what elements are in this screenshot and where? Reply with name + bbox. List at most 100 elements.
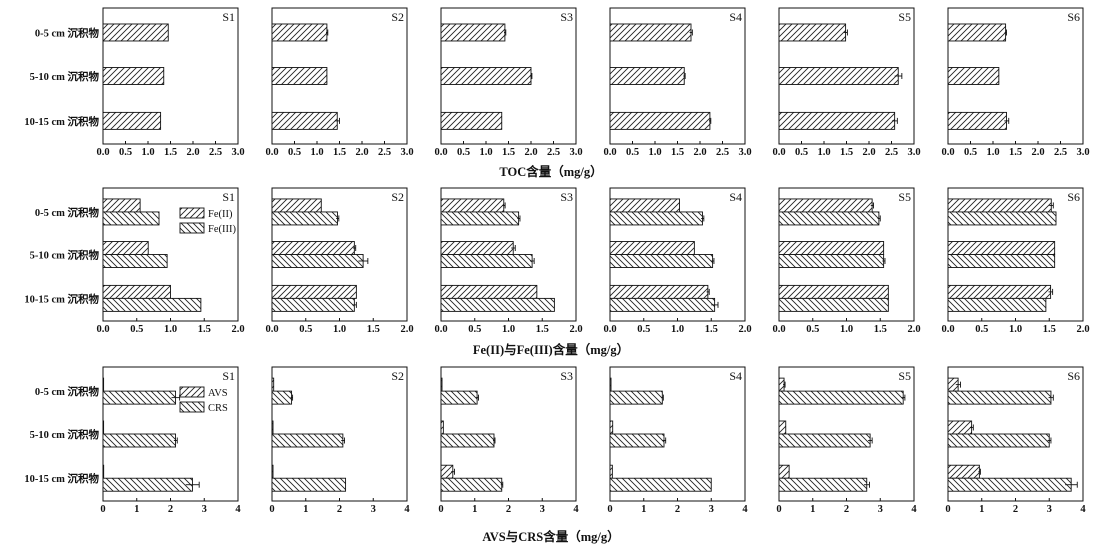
x-tick-label: 1.0 (648, 147, 661, 158)
category-label: 0-5 cm 沉积物 (35, 206, 100, 219)
panel-label: S6 (1067, 10, 1080, 24)
bar (440, 241, 514, 255)
bar (947, 477, 1072, 492)
chart-row-1: 0-5 cm 沉积物 5-10 cm 沉积物 10-15 cm 沉积物 S1 0.0 0.… (24, 7, 1090, 179)
bar (947, 241, 1056, 255)
legend: Fe(II) Fe(III) (179, 207, 236, 235)
x-tick-label: 3 (878, 504, 883, 515)
bar (271, 377, 275, 392)
bar (440, 254, 533, 268)
chart-row-3: 0-5 cm 沉积物 5-10 cm 沉积物 10-15 cm 沉积物 S1 0 1 2 3 4… (24, 366, 1086, 544)
bar (440, 297, 555, 312)
legend-swatch (179, 401, 205, 413)
bar (778, 254, 885, 268)
x-tick-label: 0.5 (130, 324, 143, 335)
x-tick-label: 0.0 (434, 324, 447, 335)
legend: AVS CRS (179, 386, 228, 414)
bar (102, 198, 141, 213)
x-tick-label: 3.0 (1076, 147, 1089, 158)
category-label: 5-10 cm 沉积物 (30, 249, 100, 262)
panel-s2: S2 0 1 2 3 4 (269, 366, 410, 515)
panel-label: S1 (222, 369, 235, 383)
bar (102, 284, 171, 299)
x-tick-label: 1.5 (840, 147, 853, 158)
panel-s5: S5 0.0 0.5 1.0 1.5 2.0 2.5 3.0 (772, 7, 921, 158)
x-tick-label: 2.0 (524, 147, 537, 158)
x-tick-label: 0.5 (975, 324, 988, 335)
x-tick-label: 1.0 (840, 324, 853, 335)
x-tick-label: 3.0 (738, 147, 751, 158)
x-tick-label: 2.0 (569, 324, 582, 335)
x-tick-label: 1.0 (310, 147, 323, 158)
panel-s1: S1 0 1 2 3 4 AVS CRS (100, 366, 241, 515)
bar (609, 198, 680, 213)
x-tick-label: 2 (337, 504, 342, 515)
panel-label: S6 (1067, 190, 1080, 204)
bar (440, 477, 503, 492)
panel-s6: S6 0.0 0.5 1.0 1.5 2.0 (941, 187, 1090, 335)
panel-s6: S6 0.0 0.5 1.0 1.5 2.0 2.5 3.0 (941, 7, 1090, 158)
x-tick-label: 3 (1047, 504, 1052, 515)
bar (102, 67, 165, 85)
x-tick-label: 3 (709, 504, 714, 515)
x-tick-label: 2.0 (1031, 147, 1044, 158)
x-tick-label: 1.0 (479, 147, 492, 158)
x-tick-label: 1 (134, 504, 139, 515)
bar (609, 464, 613, 479)
x-tick-label: 0.5 (288, 147, 301, 158)
legend-swatch (179, 222, 205, 234)
bar (947, 420, 973, 435)
panel-label: S4 (729, 10, 742, 24)
x-tick-label: 2.5 (885, 147, 898, 158)
panel-label: S5 (898, 190, 911, 204)
x-tick-label: 1.5 (671, 147, 684, 158)
x-tick-label: 2 (844, 504, 849, 515)
x-tick-label: 0.0 (96, 324, 109, 335)
bar (947, 254, 1056, 268)
legend-swatch (179, 386, 205, 398)
legend-label: CRS (208, 403, 228, 414)
x-tick-label: 0.0 (941, 324, 954, 335)
bar (271, 67, 328, 85)
bar (609, 23, 692, 42)
x-tick-label: 0.5 (806, 324, 819, 335)
x-tick-label: 1 (810, 504, 815, 515)
x-axis-title: TOC含量（mg/g） (499, 164, 602, 179)
bar (271, 297, 355, 312)
panel-s4: S4 0.0 0.5 1.0 1.5 2.0 2.5 3.0 (603, 7, 752, 158)
x-tick-label: 1.0 (141, 147, 154, 158)
x-tick-label: 0.0 (265, 324, 278, 335)
bar (778, 111, 896, 130)
x-tick-label: 2.5 (209, 147, 222, 158)
bar (778, 211, 880, 226)
x-tick-label: 4 (1080, 504, 1086, 515)
bar (609, 67, 685, 85)
x-tick-label: 1.5 (502, 147, 515, 158)
x-tick-label: 4 (235, 504, 241, 515)
x-tick-label: 1.5 (1043, 324, 1056, 335)
bar (609, 377, 612, 392)
panel-s1: S1 0.0 0.5 1.0 1.5 2.0 2.5 3.0 (96, 7, 245, 158)
x-tick-label: 4 (911, 504, 917, 515)
x-tick-label: 3.0 (231, 147, 244, 158)
bar (440, 377, 443, 392)
x-tick-label: 1.0 (502, 324, 515, 335)
x-tick-label: 1.5 (1009, 147, 1022, 158)
panel-label: S2 (391, 190, 404, 204)
x-tick-label: 0 (100, 504, 105, 515)
bar (440, 67, 532, 85)
panel-s4: S4 0 1 2 3 4 (607, 366, 748, 515)
bar (609, 433, 665, 448)
panel-label: S4 (729, 190, 742, 204)
x-tick-label: 0.5 (637, 324, 650, 335)
bar (947, 211, 1057, 226)
bar (102, 297, 202, 312)
bar (440, 464, 454, 479)
x-tick-label: 3 (371, 504, 376, 515)
bar (102, 211, 160, 226)
legend-label: Fe(II) (208, 209, 233, 220)
x-tick-label: 2.5 (547, 147, 560, 158)
bar (609, 390, 663, 405)
panel-label: S5 (898, 369, 911, 383)
